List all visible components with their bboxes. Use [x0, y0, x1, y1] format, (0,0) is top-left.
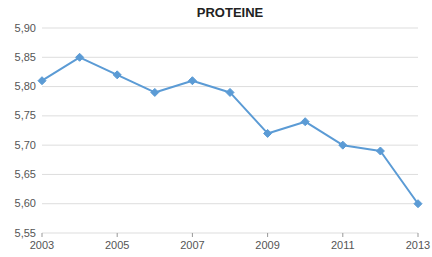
marker [151, 88, 159, 96]
series [38, 53, 422, 207]
y-tick-label: 5,60 [15, 197, 36, 209]
marker [38, 77, 46, 85]
x-tick-label: 2003 [30, 239, 54, 251]
x-tick-label: 2005 [105, 239, 129, 251]
grid-line [42, 203, 418, 204]
x-tick-label: 2011 [331, 239, 355, 251]
marker [301, 118, 309, 126]
x-axis: 2003 2005 2007 2009 2011 2013 [30, 233, 430, 251]
marker [339, 141, 347, 149]
marker [264, 129, 272, 137]
marker [113, 71, 121, 79]
x-tick-label: 2013 [406, 239, 430, 251]
x-tick [192, 233, 193, 237]
x-tick [342, 233, 343, 237]
x-tick [117, 233, 118, 237]
x-tick [42, 233, 43, 237]
marker [76, 53, 84, 61]
x-tick-label: 2007 [180, 239, 204, 251]
grid-line [42, 174, 418, 175]
chart-container: PROTEINE 5,55 5,60 5,65 5,70 5,75 5,80 5,85 5,90… [0, 0, 432, 257]
grid-line [42, 86, 418, 87]
grid-line [42, 115, 418, 116]
marker [376, 147, 384, 155]
y-axis: 5,55 5,60 5,65 5,70 5,75 5,80 5,85 5,90 [15, 22, 36, 239]
grid-line [42, 233, 418, 234]
grid-line [42, 57, 418, 58]
title: PROTEINE [197, 5, 264, 20]
x-tick [418, 233, 419, 237]
y-tick-label: 5,80 [15, 80, 36, 92]
y-tick-label: 5,65 [15, 168, 36, 180]
marker [188, 77, 196, 85]
y-tick-label: 5,70 [15, 139, 36, 151]
y-tick-label: 5,75 [15, 109, 36, 121]
grid-line [42, 145, 418, 146]
y-tick-label: 5,55 [15, 227, 36, 239]
y-tick-label: 5,90 [15, 22, 36, 34]
line [42, 57, 418, 203]
y-tick-label: 5,85 [15, 51, 36, 63]
x-tick [267, 233, 268, 237]
marker [414, 200, 422, 208]
y-grid [42, 28, 418, 233]
marker [226, 88, 234, 96]
grid-line [42, 28, 418, 29]
x-tick-label: 2009 [255, 239, 279, 251]
chart: PROTEINE 5,55 5,60 5,65 5,70 5,75 5,80 5,85 5,90… [0, 0, 432, 257]
